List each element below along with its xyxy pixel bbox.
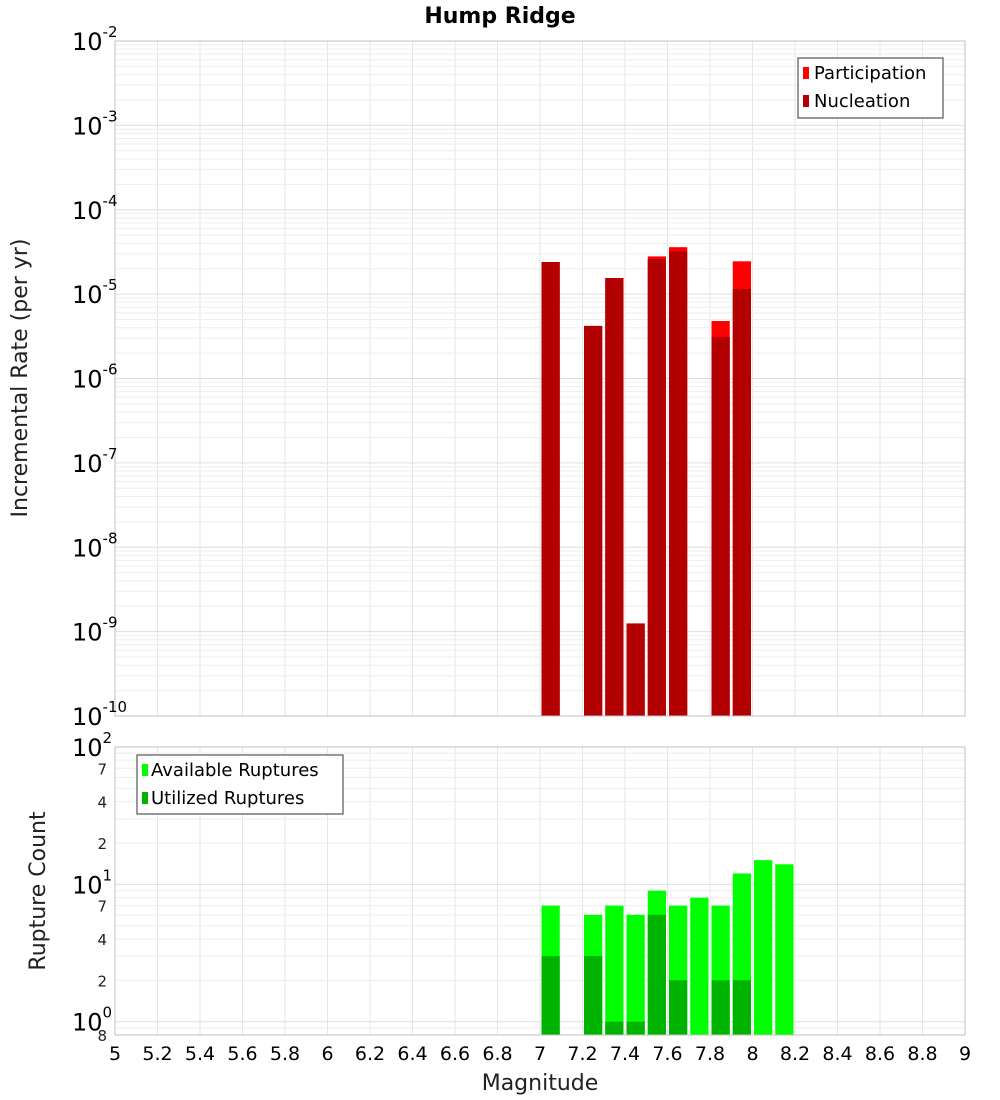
x-tick-label: 9 xyxy=(959,1043,971,1065)
bottom-available-ruptures-bar xyxy=(626,914,645,1035)
x-tick-label: 6.8 xyxy=(482,1043,512,1065)
top-y-tick-label: 10-9 xyxy=(72,614,118,647)
bottom-plot-grid xyxy=(114,746,966,1036)
bottom-y-tick-label-minor: 4 xyxy=(97,794,107,812)
x-tick-label: 8 xyxy=(746,1043,758,1065)
top-y-tick-label: 10-4 xyxy=(72,192,118,225)
bottom-utilized-ruptures-bar xyxy=(711,980,730,1035)
chart-title: Hump Ridge xyxy=(424,4,575,29)
bottom-available-ruptures-bar xyxy=(754,860,773,1035)
top-plot-bars xyxy=(541,247,751,716)
bottom-legend: Available Ruptures Utilized Ruptures xyxy=(136,754,344,815)
bottom-utilized-ruptures-bar xyxy=(732,980,751,1035)
bottom-y-tick-labels: 102 101 100 7 4 2 7 4 2 8 xyxy=(72,729,112,1045)
legend-label-nucleation: Nucleation xyxy=(814,91,910,112)
top-nucleation-bar xyxy=(584,325,603,716)
x-tick-label: 5.4 xyxy=(185,1043,215,1065)
legend-swatch-utilized-ruptures xyxy=(142,792,148,804)
bottom-y-tick-label-minor: 2 xyxy=(97,972,107,990)
legend-label-participation: Participation xyxy=(814,63,926,84)
top-y-tick-label: 10-6 xyxy=(72,361,118,394)
bottom-y-tick-label-minor: 4 xyxy=(97,931,107,949)
top-y-tick-label: 10-2 xyxy=(72,23,118,56)
x-tick-label: 8.4 xyxy=(822,1043,852,1065)
x-tick-label: 7.4 xyxy=(610,1043,640,1065)
bottom-y-tick-label-minor: 8 xyxy=(97,1027,107,1045)
top-y-tick-label: 10-5 xyxy=(72,276,118,309)
top-y-tick-label: 10-10 xyxy=(72,698,127,731)
legend-swatch-available-ruptures xyxy=(142,764,148,776)
top-y-axis-label: Incremental Rate (per yr) xyxy=(8,239,33,518)
x-tick-label: 5 xyxy=(109,1043,121,1065)
top-y-tick-labels: 10-10 10-9 10-8 10-7 10-6 10-5 10-4 10-3 10-2 xyxy=(72,23,127,731)
top-y-tick-label: 10-3 xyxy=(72,107,118,140)
bottom-y-tick-label-major: 100 xyxy=(72,1004,112,1037)
x-tick-label: 6.4 xyxy=(397,1043,427,1065)
top-legend-box xyxy=(797,57,944,119)
bottom-utilized-ruptures-bar xyxy=(669,980,688,1035)
x-tick-label: 7.6 xyxy=(652,1043,682,1065)
x-axis-label: Magnitude xyxy=(482,1071,599,1096)
bottom-plot-frame xyxy=(114,746,966,1036)
bottom-available-ruptures-bar xyxy=(690,897,709,1035)
bottom-y-tick-label-minor: 7 xyxy=(97,760,107,778)
top-nucleation-bar xyxy=(732,289,751,716)
bottom-legend-box xyxy=(136,754,344,815)
legend-swatch-participation xyxy=(803,67,809,79)
bottom-y-tick-label-minor: 7 xyxy=(97,898,107,916)
top-nucleation-bar xyxy=(711,337,730,716)
x-tick-label: 7.8 xyxy=(695,1043,725,1065)
top-nucleation-bar xyxy=(647,259,666,716)
bottom-available-ruptures-bar xyxy=(605,905,624,1035)
x-tick-label: 6.6 xyxy=(440,1043,470,1065)
bottom-y-axis-label: Rupture Count xyxy=(26,811,51,971)
top-plot-frame xyxy=(114,40,966,717)
x-tick-label: 6 xyxy=(321,1043,333,1065)
x-tick-label: 8.8 xyxy=(907,1043,937,1065)
legend-label-utilized-ruptures: Utilized Ruptures xyxy=(151,788,304,809)
x-tick-label: 8.2 xyxy=(780,1043,810,1065)
legend-label-available-ruptures: Available Ruptures xyxy=(151,760,319,781)
top-legend: Participation Nucleation xyxy=(797,57,944,119)
legend-swatch-nucleation xyxy=(803,95,809,107)
bottom-available-ruptures-bar xyxy=(775,864,794,1035)
top-y-tick-label: 10-7 xyxy=(72,445,118,478)
bottom-utilized-ruptures-bar xyxy=(541,956,560,1035)
bottom-utilized-ruptures-bar xyxy=(647,914,666,1035)
x-tick-label: 5.6 xyxy=(227,1043,257,1065)
top-nucleation-bar xyxy=(605,278,624,716)
bottom-utilized-ruptures-bar xyxy=(584,956,603,1035)
x-tick-label: 5.8 xyxy=(270,1043,300,1065)
top-y-tick-label: 10-8 xyxy=(72,529,118,562)
bottom-y-tick-label-major: 101 xyxy=(72,866,112,899)
x-tick-label: 6.2 xyxy=(355,1043,385,1065)
top-nucleation-bar xyxy=(626,623,645,716)
top-nucleation-bar xyxy=(541,262,560,716)
bottom-utilized-ruptures-bar xyxy=(626,1021,645,1035)
x-tick-labels: 5 5.2 5.4 5.6 5.8 6 6.2 6.4 6.6 6.8 7 7.2 7.4 7.6 7.8 8… xyxy=(109,1043,971,1065)
x-tick-label: 7.2 xyxy=(567,1043,597,1065)
x-tick-label: 7 xyxy=(534,1043,546,1065)
bottom-utilized-ruptures-bar xyxy=(605,1021,624,1035)
x-tick-label: 8.6 xyxy=(865,1043,895,1065)
bottom-y-tick-label-minor: 2 xyxy=(97,835,107,853)
bottom-y-tick-label-major: 102 xyxy=(72,729,112,762)
x-tick-label: 5.2 xyxy=(142,1043,172,1065)
bottom-plot-bars xyxy=(541,860,794,1035)
top-plot-grid xyxy=(114,41,966,717)
top-nucleation-bar xyxy=(669,251,688,716)
